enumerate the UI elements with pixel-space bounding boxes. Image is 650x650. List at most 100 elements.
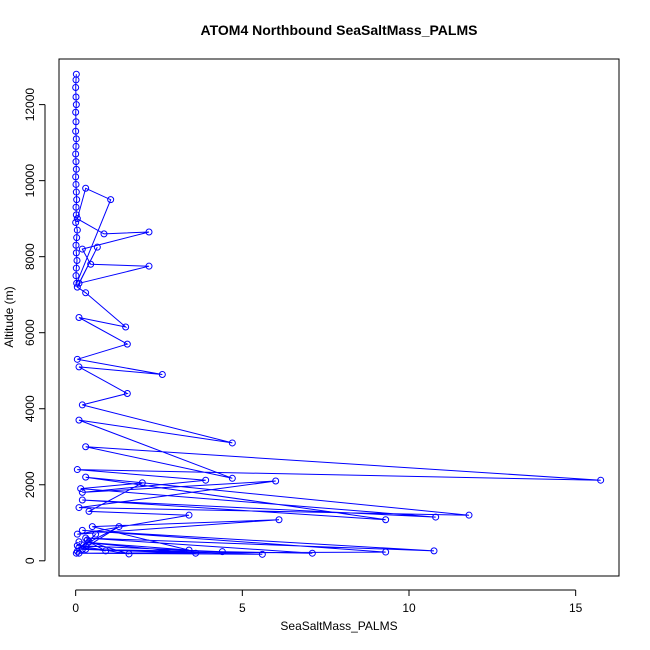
- data-point: [72, 211, 80, 219]
- data-point: [72, 127, 80, 135]
- data-point: [185, 511, 193, 519]
- data-point: [73, 530, 81, 538]
- data-point: [88, 523, 96, 531]
- data-point: [72, 165, 80, 173]
- data-point: [185, 546, 193, 554]
- data-point: [75, 314, 83, 321]
- data-point: [72, 218, 80, 226]
- data-point: [77, 485, 85, 493]
- data-point: [72, 249, 80, 257]
- data-point: [72, 158, 80, 166]
- data-point: [93, 243, 101, 251]
- data-point: [73, 196, 81, 204]
- data-point: [72, 118, 80, 126]
- chart-title: ATOM4 Northbound SeaSaltMass_PALMS: [201, 22, 478, 38]
- data-point: [72, 264, 80, 272]
- data-point: [75, 363, 83, 371]
- data-point: [72, 549, 80, 557]
- series-layer: [72, 70, 605, 558]
- x-tick-label: 5: [239, 601, 246, 615]
- data-point: [82, 545, 90, 553]
- data-point: [72, 272, 80, 280]
- data-point: [72, 135, 80, 143]
- data-point: [78, 245, 86, 253]
- data-point: [218, 548, 226, 556]
- data-point: [228, 474, 236, 482]
- data-point: [123, 390, 131, 398]
- data-point: [382, 516, 390, 524]
- data-point: [83, 536, 91, 544]
- data-point: [72, 188, 80, 196]
- data-point: [72, 108, 80, 116]
- data-point: [72, 76, 80, 84]
- data-point: [73, 215, 81, 223]
- data-point: [85, 538, 93, 546]
- data-point: [123, 340, 131, 348]
- data-point: [72, 203, 80, 211]
- data-point: [258, 550, 266, 558]
- y-tick-label: 0: [23, 557, 37, 564]
- data-point: [73, 283, 81, 291]
- data-point: [78, 401, 86, 409]
- data-point: [597, 476, 605, 484]
- data-point: [138, 479, 146, 487]
- y-tick-label: 6000: [23, 319, 37, 346]
- data-point: [73, 256, 81, 264]
- data-point: [73, 279, 81, 287]
- data-point: [75, 279, 83, 287]
- data-point: [75, 504, 83, 512]
- y-axis: 0 2000 4000 6000 8000 10000 12000: [23, 88, 46, 564]
- data-point: [107, 196, 115, 204]
- data-point: [82, 289, 90, 297]
- data-point: [82, 184, 90, 192]
- y-tick-label: 2000: [23, 471, 37, 498]
- data-point: [72, 150, 80, 158]
- data-point: [465, 511, 473, 519]
- data-point: [82, 443, 90, 451]
- y-axis-label: Altitude (m): [2, 286, 16, 347]
- data-point: [100, 230, 108, 238]
- data-point: [308, 549, 316, 557]
- x-tick-label: 0: [72, 601, 79, 615]
- data-point: [72, 142, 80, 150]
- x-axis-label: SeaSaltMass_PALMS: [280, 619, 397, 633]
- data-point: [272, 477, 280, 485]
- data-point: [382, 548, 390, 556]
- series-line: [75, 74, 601, 555]
- data-point: [78, 496, 86, 504]
- data-point: [228, 439, 236, 447]
- data-point: [75, 543, 83, 551]
- data-point: [73, 226, 81, 234]
- x-axis: 0 5 10 15: [72, 589, 583, 615]
- y-tick-label: 4000: [23, 395, 37, 422]
- x-tick-label: 10: [402, 601, 416, 615]
- data-point: [145, 262, 153, 270]
- data-point: [72, 173, 80, 181]
- y-tick-label: 12000: [23, 88, 37, 122]
- data-point: [102, 547, 110, 555]
- data-point: [122, 323, 130, 331]
- data-point: [192, 549, 200, 557]
- plot-frame: [58, 58, 620, 577]
- x-tick-label: 15: [569, 601, 583, 615]
- data-point: [145, 228, 153, 236]
- data-point: [82, 473, 90, 481]
- data-point: [432, 513, 440, 521]
- data-point: [73, 355, 81, 363]
- data-point: [75, 416, 83, 424]
- data-point: [92, 530, 100, 538]
- data-point: [72, 84, 80, 92]
- data-point: [275, 516, 283, 524]
- y-tick-label: 10000: [23, 164, 37, 198]
- data-point: [72, 180, 80, 188]
- data-point: [72, 241, 80, 249]
- data-point: [72, 101, 80, 109]
- data-point: [73, 466, 81, 474]
- data-point: [85, 507, 93, 515]
- data-point: [125, 550, 133, 558]
- data-point: [78, 526, 86, 534]
- data-point: [115, 523, 123, 531]
- data-point: [72, 93, 80, 101]
- data-point: [202, 476, 210, 484]
